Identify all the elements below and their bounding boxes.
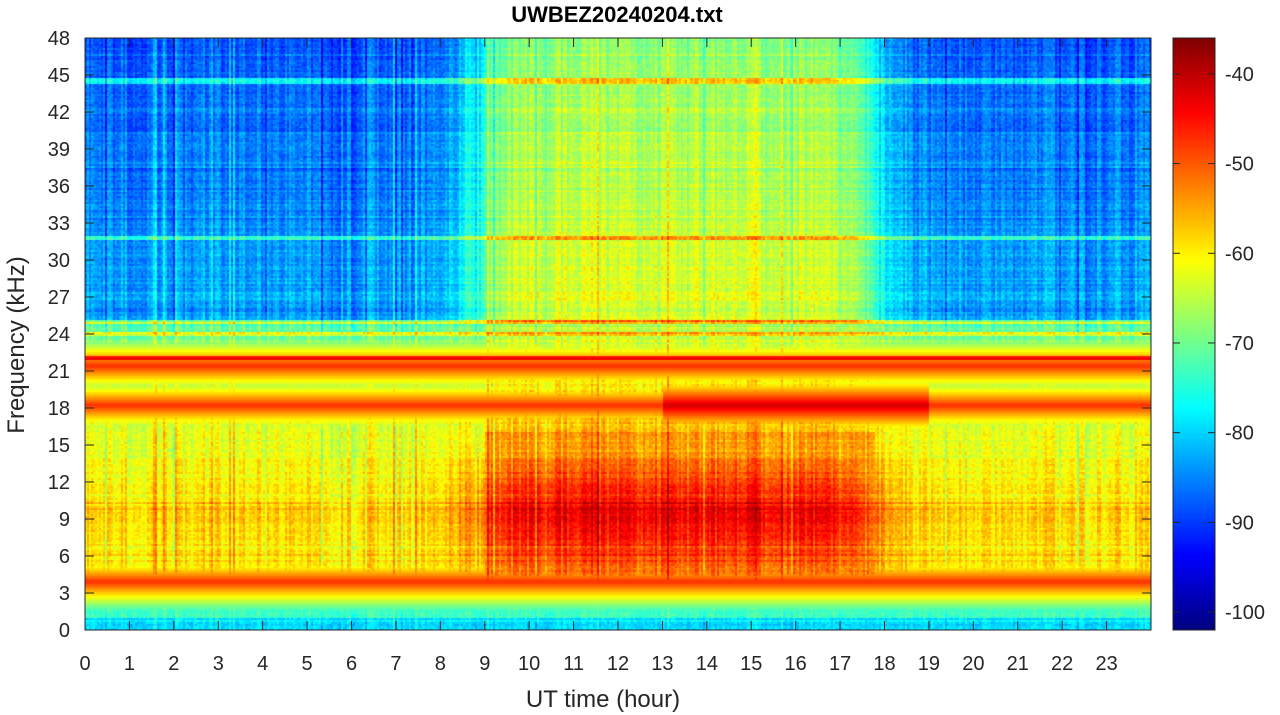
- x-tick-label: 11: [563, 653, 584, 675]
- y-tick-label: 27: [48, 287, 70, 309]
- y-tick-label: 30: [48, 250, 70, 272]
- x-tick-label: 0: [79, 653, 90, 675]
- x-tick-label: 13: [651, 653, 673, 675]
- x-tick-label: 20: [962, 653, 984, 675]
- y-tick-label: 0: [59, 620, 70, 642]
- x-tick-label: 15: [740, 653, 762, 675]
- colorbar-tick-label: -40: [1225, 64, 1254, 86]
- y-tick-label: 33: [48, 213, 70, 235]
- x-tick-label: 6: [346, 653, 357, 675]
- x-tick-label: 21: [1007, 653, 1029, 675]
- x-tick-label: 22: [1051, 653, 1073, 675]
- x-tick-label: 1: [124, 653, 135, 675]
- x-axis-label: UT time (hour): [526, 686, 680, 713]
- x-tick-label: 10: [518, 653, 540, 675]
- colorbar-tick-label: -100: [1225, 602, 1265, 624]
- y-tick-label: 21: [48, 361, 70, 383]
- x-tick-label: 8: [435, 653, 446, 675]
- x-tick-label: 4: [257, 653, 268, 675]
- colorbar-gradient: [1173, 38, 1215, 630]
- x-tick-label: 12: [607, 653, 629, 675]
- y-tick-label: 48: [48, 28, 70, 50]
- y-tick-label: 6: [59, 546, 70, 568]
- colorbar-tick-label: -50: [1225, 154, 1254, 176]
- y-tick-label: 39: [48, 139, 70, 161]
- x-tick-label: 17: [829, 653, 851, 675]
- y-tick-label: 36: [48, 176, 70, 198]
- y-tick-label: 18: [48, 398, 70, 420]
- x-tick-label: 19: [918, 653, 940, 675]
- y-tick-label: 42: [48, 102, 70, 124]
- chart-title: UWBEZ20240204.txt: [511, 2, 723, 27]
- y-tick-label: 3: [59, 583, 70, 605]
- x-tick-label: 16: [785, 653, 807, 675]
- colorbar-tick-label: -60: [1225, 243, 1254, 265]
- x-tick-label: 14: [696, 653, 718, 675]
- x-tick-label: 9: [479, 653, 490, 675]
- colorbar: -40 -50 -60 -70 -80 -90 -100: [1172, 37, 1265, 631]
- colorbar-tick-label: -80: [1225, 423, 1254, 445]
- y-tick-label: 15: [48, 435, 70, 457]
- spectrogram-heatmap: [85, 38, 1151, 630]
- x-tick-label: 7: [390, 653, 401, 675]
- y-tick-label: 12: [48, 472, 70, 494]
- x-tick-label: 2: [168, 653, 179, 675]
- y-axis-label: Frequency (kHz): [3, 256, 30, 433]
- x-tick-label: 5: [302, 653, 313, 675]
- x-axis: 0 1 2 3 4 5 6 7 8 9 10 11 12 13 14 15 16 17 18 19 20 21 22 23: [79, 38, 1118, 675]
- x-tick-label: 3: [213, 653, 224, 675]
- colorbar-tick-label: -70: [1225, 333, 1254, 355]
- colorbar-tick-label: -90: [1225, 512, 1254, 534]
- y-tick-label: 24: [48, 324, 70, 346]
- y-tick-label: 45: [48, 65, 70, 87]
- y-tick-label: 9: [59, 509, 70, 531]
- colorbar-frame: [1172, 37, 1216, 631]
- x-tick-label: 23: [1095, 653, 1117, 675]
- plot-area: [84, 37, 1152, 631]
- colorbar-ticks: -40 -50 -60 -70 -80 -90 -100: [1173, 64, 1265, 624]
- x-tick-label: 18: [873, 653, 895, 675]
